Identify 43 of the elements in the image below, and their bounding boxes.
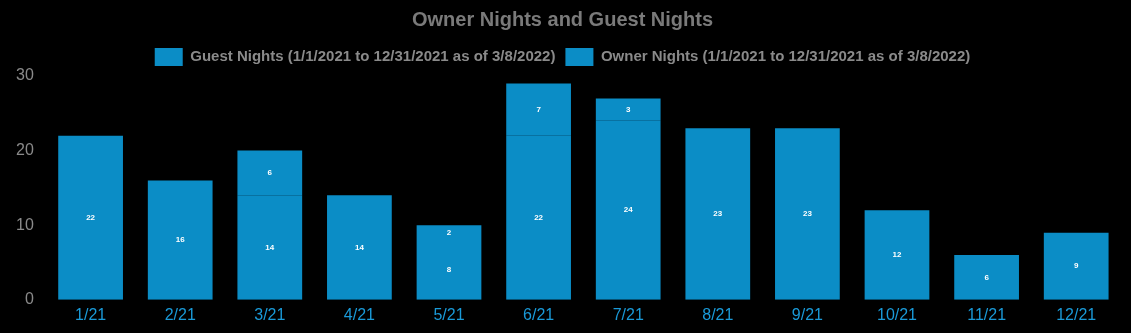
- data-label: 8: [446, 265, 452, 275]
- y-tick-label: 20: [16, 141, 34, 159]
- data-label: 9: [1073, 261, 1079, 271]
- bar: [864, 210, 930, 300]
- x-tick-label: 3/21: [254, 305, 286, 323]
- bar: [954, 255, 1019, 300]
- x-tick-label: 7/21: [612, 305, 644, 323]
- x-tick-label: 11/21: [967, 305, 1007, 323]
- bar: [58, 135, 123, 300]
- y-tick-label: 30: [16, 66, 34, 84]
- y-tick-label: 0: [24, 290, 34, 308]
- bar: [775, 128, 840, 300]
- data-label: 2: [446, 227, 452, 237]
- chart-title: Owner Nights and Guest Nights: [411, 7, 714, 30]
- x-tick-label: 12/21: [1056, 305, 1097, 323]
- x-tick-label: 1/21: [75, 305, 107, 323]
- data-label: 22: [86, 212, 96, 222]
- data-label: 14: [265, 242, 275, 252]
- legend-label: Guest Nights (1/1/2021 to 12/31/2021 as of 3/8/2022): [190, 47, 556, 65]
- data-label: 6: [267, 168, 273, 178]
- data-label: 23: [802, 209, 813, 219]
- data-label: 7: [536, 104, 542, 114]
- x-tick-label: 10/21: [876, 305, 918, 323]
- bar: [685, 128, 751, 300]
- data-label: 12: [892, 250, 902, 260]
- x-tick-label: 2/21: [164, 305, 196, 323]
- y-tick-label: 10: [16, 215, 34, 233]
- data-label: 24: [623, 205, 634, 215]
- bar: [327, 195, 392, 300]
- data-label: 3: [625, 104, 631, 114]
- bar: [1043, 232, 1109, 300]
- x-tick-label: 8/21: [702, 305, 734, 323]
- x-tick-label: 9/21: [791, 305, 824, 323]
- data-label: 23: [713, 209, 723, 219]
- legend-label: Owner Nights (1/1/2021 to 12/31/2021 as of 3/8/2022): [600, 47, 971, 65]
- bar: [147, 180, 213, 300]
- x-tick-label: 5/21: [433, 305, 465, 323]
- x-tick-label: 4/21: [343, 305, 376, 323]
- data-label: 6: [984, 272, 990, 282]
- data-label: 14: [354, 242, 365, 252]
- data-label: 22: [534, 212, 544, 222]
- x-tick-label: 6/21: [523, 305, 555, 323]
- data-label: 16: [175, 235, 186, 245]
